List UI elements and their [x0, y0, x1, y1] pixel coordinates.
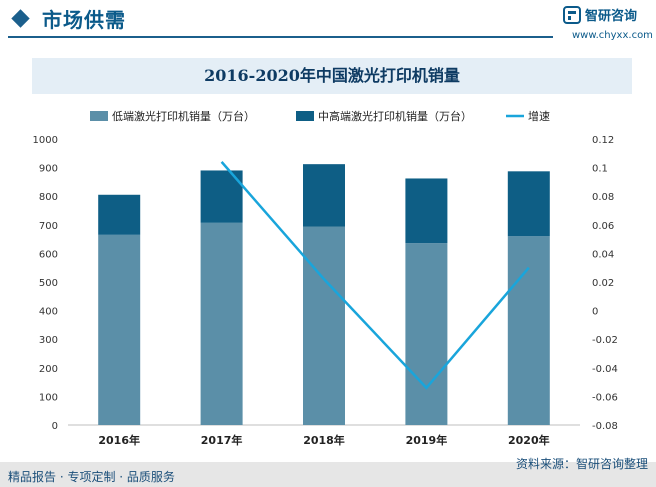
y-right-tick-label: -0.04: [592, 364, 618, 375]
y-left-tick-label: 0: [52, 421, 58, 432]
legend-label: 中高端激光打印机销量（万台）: [318, 109, 472, 123]
y-left-tick-label: 100: [39, 392, 58, 403]
bar-segment: [200, 222, 243, 425]
y-right-tick-label: 0.08: [592, 192, 614, 203]
legend-label: 增速: [528, 109, 550, 123]
logo-url: www.chyxx.com: [572, 30, 653, 41]
header-divider: [8, 36, 553, 38]
y-right-tick-label: -0.02: [592, 335, 618, 346]
y-right-tick-label: -0.06: [592, 392, 618, 403]
x-tick-label: 2019年: [406, 433, 448, 447]
y-left-tick-label: 600: [39, 249, 58, 260]
bar-segment: [405, 178, 448, 244]
y-left-tick-label: 200: [39, 364, 58, 375]
y-left-tick-label: 300: [39, 335, 58, 346]
y-left-tick-label: 500: [39, 278, 58, 289]
logo-icon: [563, 6, 581, 24]
legend-label: 低端激光打印机销量（万台）: [112, 109, 255, 123]
y-right-tick-label: -0.08: [592, 421, 618, 432]
page-title: 市场供需: [42, 8, 126, 32]
logo-name: 智研咨询: [585, 9, 638, 24]
y-right-tick-label: 0.04: [592, 249, 614, 260]
bar-segment: [405, 243, 448, 425]
footer-bar: [0, 462, 656, 487]
y-left-tick-label: 1000: [33, 135, 58, 146]
bar-segment: [98, 194, 141, 235]
y-right-tick-label: 0: [592, 307, 598, 318]
chart-title: 2016-2020年中国激光打印机销量: [32, 58, 632, 94]
x-tick-label: 2020年: [508, 433, 550, 447]
legend-swatch: [90, 111, 108, 121]
y-left-tick-label: 700: [39, 221, 58, 232]
legend-swatch: [296, 111, 314, 121]
bar-segment: [507, 236, 550, 425]
x-tick-label: 2016年: [98, 433, 140, 447]
y-left-tick-label: 800: [39, 192, 58, 203]
y-left-tick-label: 900: [39, 164, 58, 175]
footer-source: 资料来源：智研咨询整理: [515, 457, 648, 471]
x-tick-label: 2017年: [201, 433, 243, 447]
y-left-tick-label: 400: [39, 307, 58, 318]
x-tick-label: 2018年: [303, 433, 345, 447]
bar-segment: [303, 164, 345, 227]
footer-tagline: 精品报告 · 专项定制 · 品质服务: [8, 470, 175, 484]
y-right-tick-label: 0.1: [592, 164, 608, 175]
bar-segment: [98, 234, 141, 425]
y-right-tick-label: 0.02: [592, 278, 614, 289]
bar-segment: [507, 171, 550, 237]
bar-segment: [303, 226, 345, 425]
y-right-tick-label: 0.06: [592, 221, 614, 232]
growth-line: [220, 161, 530, 390]
y-right-tick-label: 0.12: [592, 135, 614, 146]
